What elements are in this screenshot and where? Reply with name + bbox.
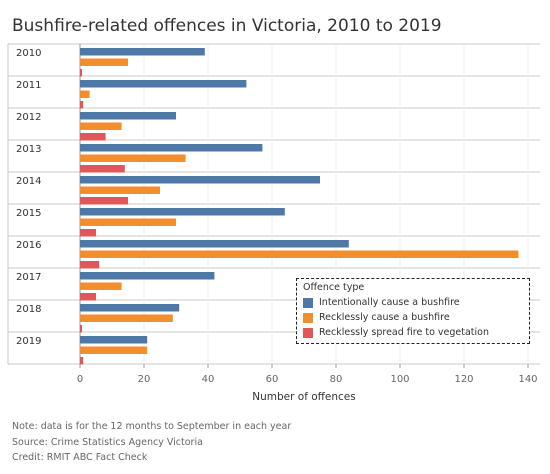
x-tick-label: 80 — [330, 374, 343, 385]
bar-1-2019 — [80, 346, 148, 354]
bar-0-2014 — [80, 176, 320, 184]
bar-0-2019 — [80, 336, 148, 344]
footnotes: Note: data is for the 12 months to Septe… — [12, 419, 291, 466]
bar-1-2015 — [80, 218, 176, 226]
bar-1-2016 — [80, 250, 519, 258]
legend-item-intentional: Intentionally cause a bushfire — [303, 295, 523, 310]
y-tick-label: 2017 — [16, 272, 41, 283]
bar-0-2013 — [80, 144, 263, 152]
bar-2-2019 — [80, 357, 84, 365]
bar-2-2018 — [80, 325, 82, 333]
legend-swatch-intentional — [303, 297, 313, 308]
bar-2-2016 — [80, 261, 100, 269]
y-tick-label: 2011 — [16, 80, 41, 91]
y-tick-label: 2016 — [16, 240, 41, 251]
x-tick-label: 40 — [202, 374, 215, 385]
y-tick-label: 2019 — [16, 336, 41, 347]
bar-0-2016 — [80, 240, 349, 248]
y-tick-label: 2014 — [16, 176, 41, 187]
legend-swatch-reckless-cause — [303, 312, 313, 323]
bar-0-2018 — [80, 304, 180, 312]
legend-item-reckless-spread: Recklessly spread fire to vegetation — [303, 325, 523, 340]
bar-2-2015 — [80, 229, 96, 237]
bar-1-2017 — [80, 282, 122, 290]
footnote-credit: Credit: RMIT ABC Fact Check — [12, 452, 148, 463]
x-tick-label: 100 — [390, 374, 409, 385]
x-tick-label: 60 — [266, 374, 279, 385]
legend-item-reckless-cause: Recklessly cause a bushfire — [303, 310, 523, 325]
legend-label-intentional: Intentionally cause a bushfire — [319, 297, 460, 308]
x-tick-label: 140 — [518, 374, 537, 385]
bar-2-2011 — [80, 101, 84, 109]
bar-0-2017 — [80, 272, 215, 280]
y-tick-label: 2013 — [16, 144, 41, 155]
bar-0-2011 — [80, 80, 247, 88]
bar-1-2012 — [80, 122, 122, 130]
legend-title: Offence type — [303, 282, 365, 293]
x-tick-label: 0 — [77, 374, 83, 385]
bar-2-2013 — [80, 165, 125, 173]
chart-title: Bushfire-related offences in Victoria, 2… — [12, 16, 442, 36]
legend-swatch-reckless-spread — [303, 327, 313, 338]
x-tick-label: 20 — [138, 374, 151, 385]
bar-0-2010 — [80, 48, 205, 56]
bar-1-2010 — [80, 58, 128, 66]
footnote-note: Note: data is for the 12 months to Septe… — [12, 421, 292, 432]
bar-1-2011 — [80, 90, 90, 98]
bar-0-2015 — [80, 208, 285, 216]
bar-2-2017 — [80, 293, 96, 301]
y-tick-label: 2018 — [16, 304, 41, 315]
bar-2-2010 — [80, 69, 82, 77]
bar-1-2014 — [80, 186, 160, 194]
legend-label-reckless-cause: Recklessly cause a bushfire — [319, 312, 450, 323]
x-tick-label: 120 — [454, 374, 473, 385]
y-tick-label: 2015 — [16, 208, 41, 219]
chart-legend: Offence type Intentionally cause a bushf… — [296, 278, 530, 344]
bar-1-2018 — [80, 314, 173, 322]
bar-2-2012 — [80, 133, 106, 141]
bar-1-2013 — [80, 154, 186, 162]
footnote-source: Source: Crime Statistics Agency Victoria — [12, 436, 203, 448]
bar-0-2012 — [80, 112, 176, 120]
y-tick-label: 2012 — [16, 112, 41, 123]
bar-2-2014 — [80, 197, 128, 205]
y-tick-label: 2010 — [16, 48, 41, 59]
x-axis-title: Number of offences — [252, 391, 355, 403]
legend-label-reckless-spread: Recklessly spread fire to vegetation — [319, 327, 489, 338]
